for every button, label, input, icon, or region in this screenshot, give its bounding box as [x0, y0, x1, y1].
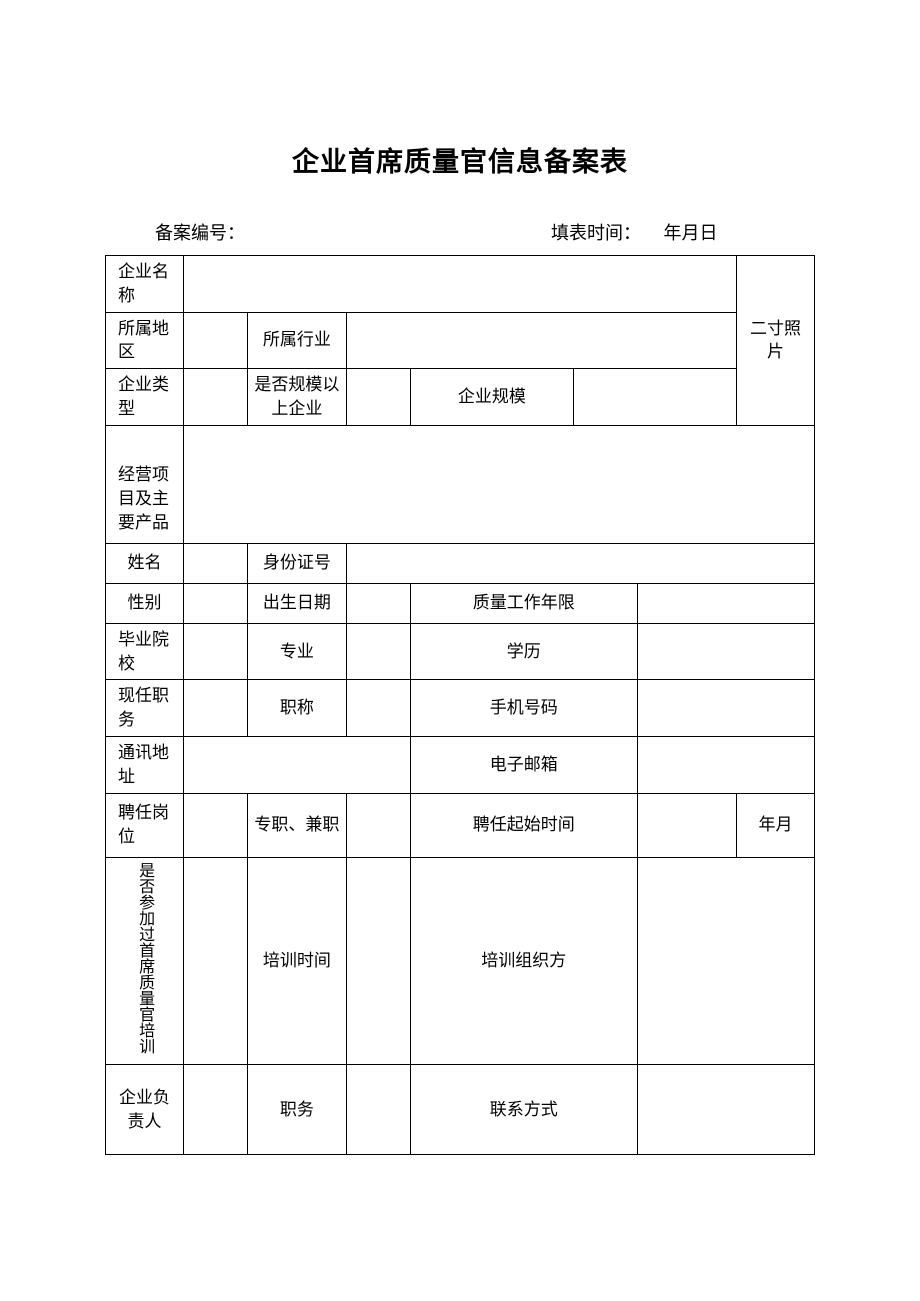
label-hire-post: 聘任岗位	[106, 793, 184, 857]
value-industry	[347, 312, 737, 369]
label-email: 电子邮箱	[410, 736, 637, 793]
label-name: 姓名	[106, 543, 184, 583]
label-company-type: 企业类型	[106, 369, 184, 426]
label-quality-years: 质量工作年限	[410, 583, 637, 623]
value-quality-years	[637, 583, 814, 623]
label-full-part: 专职、兼职	[247, 793, 346, 857]
value-full-part	[347, 793, 411, 857]
page-title: 企业首席质量官信息备案表	[105, 140, 815, 179]
fill-time-value: 年月日	[664, 223, 718, 243]
label-head-post: 职务	[247, 1065, 346, 1155]
label-id-number: 身份证号	[247, 543, 346, 583]
fill-time-label: 填表时间：	[551, 223, 641, 243]
label-hire-start: 聘任起始时间	[410, 793, 637, 857]
value-gender	[183, 583, 247, 623]
label-company-head: 企业负责人	[106, 1065, 184, 1155]
label-company-name: 企业名称	[106, 256, 184, 313]
value-mobile	[637, 680, 814, 737]
value-head-post	[347, 1065, 411, 1155]
value-contact	[637, 1065, 814, 1155]
value-company-name	[183, 256, 736, 313]
label-current-post: 现任职务	[106, 680, 184, 737]
label-photo: 二寸照片	[736, 256, 814, 426]
value-education	[637, 623, 814, 680]
value-company-scale	[573, 369, 736, 426]
label-major: 专业	[247, 623, 346, 680]
value-name	[183, 543, 247, 583]
value-region	[183, 312, 247, 369]
label-training-org: 培训组织方	[410, 857, 637, 1065]
label-training-attended: 是否参加过首席质量官培训	[106, 857, 184, 1065]
value-above-scale	[347, 369, 411, 426]
value-email	[637, 736, 814, 793]
value-title-rank	[347, 680, 411, 737]
label-company-scale: 企业规模	[410, 369, 573, 426]
label-year-month: 年月	[736, 793, 814, 857]
label-school: 毕业院校	[106, 623, 184, 680]
label-region: 所属地区	[106, 312, 184, 369]
label-projects-products: 经营项目及主要产品	[106, 425, 184, 543]
record-number-label: 备案编号：	[155, 223, 245, 243]
label-education: 学历	[410, 623, 637, 680]
value-training-time	[347, 857, 411, 1065]
value-company-type	[183, 369, 247, 426]
label-industry: 所属行业	[247, 312, 346, 369]
label-contact: 联系方式	[410, 1065, 637, 1155]
label-address: 通讯地址	[106, 736, 184, 793]
value-training-org	[637, 857, 814, 1065]
value-major	[347, 623, 411, 680]
label-mobile: 手机号码	[410, 680, 637, 737]
header-meta: 备案编号： 填表时间： 年月日	[105, 219, 815, 245]
label-gender: 性别	[106, 583, 184, 623]
value-birth-date	[347, 583, 411, 623]
label-title-rank: 职称	[247, 680, 346, 737]
label-above-scale: 是否规模以上企业	[247, 369, 346, 426]
value-training-attended	[183, 857, 247, 1065]
label-training-time: 培训时间	[247, 857, 346, 1065]
value-projects-products	[183, 425, 814, 543]
value-address	[183, 736, 410, 793]
info-form-table: 企业名称 二寸照片 所属地区 所属行业 企业类型 是否规模以上企业 企业规模 经…	[105, 255, 815, 1155]
label-birth-date: 出生日期	[247, 583, 346, 623]
value-id-number	[347, 543, 815, 583]
value-hire-post	[183, 793, 247, 857]
value-company-head	[183, 1065, 247, 1155]
value-school	[183, 623, 247, 680]
value-hire-start	[637, 793, 736, 857]
value-current-post	[183, 680, 247, 737]
